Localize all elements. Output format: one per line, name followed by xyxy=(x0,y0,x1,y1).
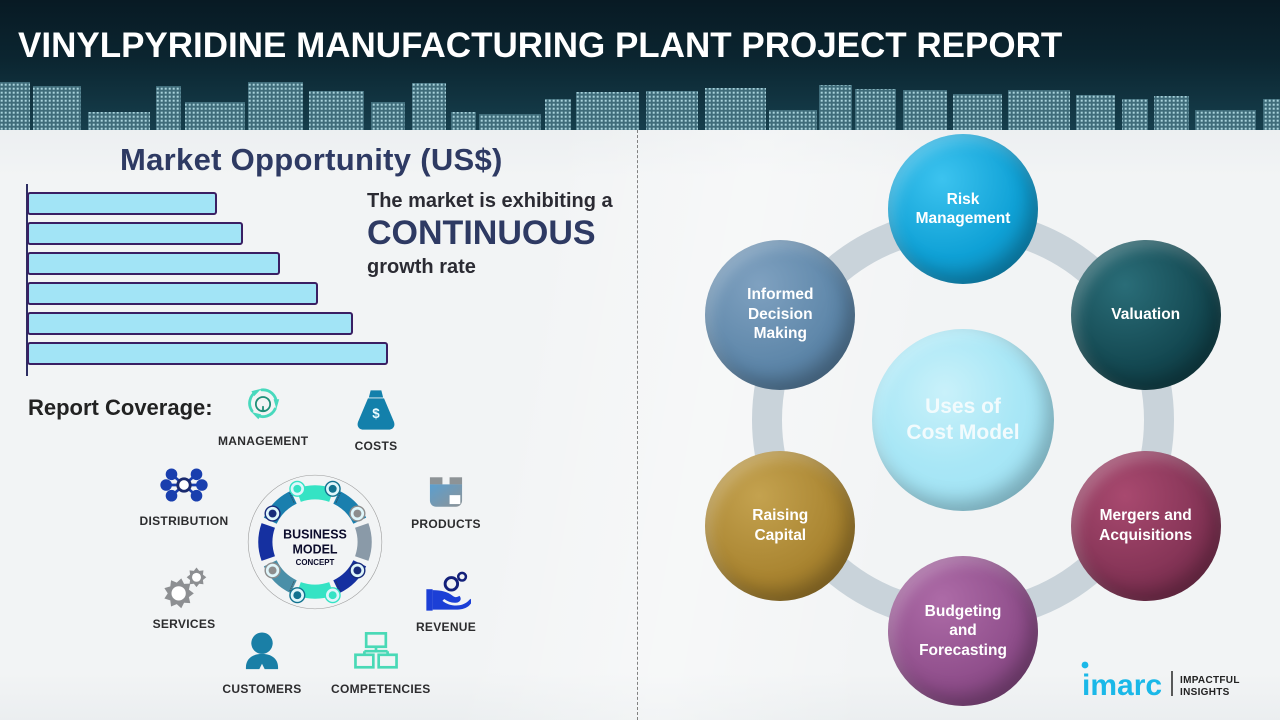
svg-text:INSIGHTS: INSIGHTS xyxy=(1180,687,1230,698)
svg-text:$: $ xyxy=(372,406,380,421)
svg-text:BUSINESS: BUSINESS xyxy=(283,528,347,542)
svg-text:MODEL: MODEL xyxy=(293,542,338,556)
svg-text:CONCEPT: CONCEPT xyxy=(296,558,335,567)
svg-text:imarc: imarc xyxy=(1082,669,1162,702)
svg-text:IMPACTFUL: IMPACTFUL xyxy=(1180,675,1240,686)
